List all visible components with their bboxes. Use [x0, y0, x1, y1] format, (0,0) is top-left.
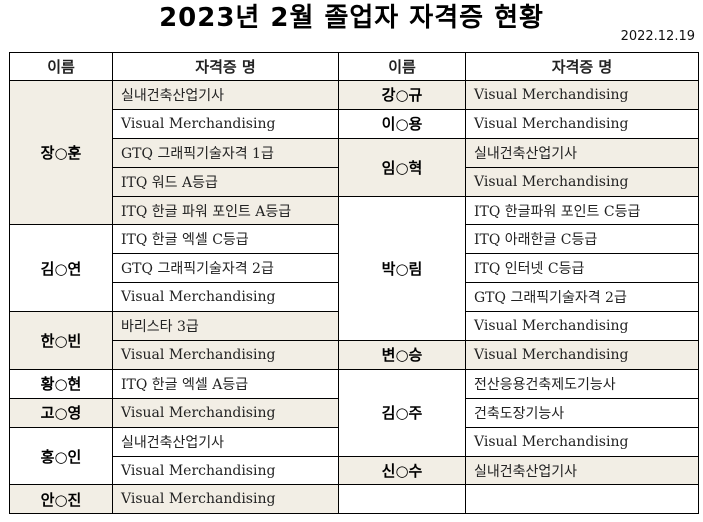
student-name: 안○진: [9, 484, 113, 515]
header-cert-right: 자격증 명: [465, 52, 699, 81]
table-row: 안○진 Visual Merchandising: [9, 484, 699, 515]
certificate-name: Visual Merchandising: [465, 80, 699, 110]
certificate-name: ITQ 한글 엑셀 C등급: [112, 224, 339, 255]
header-cert-left: 자격증 명: [112, 52, 339, 81]
certificate-name: ITQ 아래한글 C등급: [465, 224, 699, 255]
table-row: 김○연 ITQ 한글 엑셀 C등급 ITQ 아래한글 C등급: [9, 224, 699, 313]
table-row: Visual Merchandising 신○수 실내건축산업기사: [10, 455, 699, 486]
student-name: 김○주: [338, 368, 466, 457]
certificate-name: Visual Merchandising: [112, 455, 339, 486]
certificate-name: 건축도장기능사: [465, 397, 699, 428]
student-name: 신○수: [338, 455, 466, 486]
certificate-name: Visual Merchandising: [112, 340, 339, 370]
document-date: 2022.12.19: [620, 29, 695, 44]
student-name: 임○혁: [338, 137, 466, 197]
certificate-name: GTQ 그래픽기술자격 1급: [112, 137, 339, 168]
student-name: [338, 484, 466, 515]
table-row: Visual Merchandising 변○승 Visual Merchandis…: [10, 340, 699, 370]
header-row: 이름 자격증 명 이름 자격증 명: [9, 52, 699, 81]
table-row: Visual Merchandising GTQ 그래픽기술자격 2급: [10, 282, 699, 313]
student-name: 변○승: [338, 340, 466, 370]
certificate-name: Visual Merchandising: [465, 311, 699, 342]
certificate-name: Visual Merchandising: [465, 426, 699, 457]
certificate-name: Visual Merchandising: [465, 340, 699, 370]
certificate-name: 실내건축산업기사: [465, 137, 699, 168]
table-row: 황○현 ITQ 한글 엑셀 A등급 김○주 전산응용건축제도기능사: [9, 368, 699, 457]
table-row: 고○영 Visual Merchandising 건축도장기능사: [9, 397, 699, 428]
certificate-name: 바리스타 3급: [112, 311, 339, 342]
table-row: 장○훈 실내건축산업기사 강○규 Visual Merchandising: [9, 79, 699, 226]
certificate-name: GTQ 그래픽기술자격 2급: [112, 253, 339, 284]
document-title: 2023년 2월 졸업자 자격증 현황: [159, 3, 544, 33]
student-name: 강○규: [338, 80, 466, 110]
table-row: ITQ 워드 A등급 Visual Merchandising: [10, 166, 699, 197]
student-name: 김○연: [9, 224, 113, 313]
table-row: Visual Merchandising 이○용 Visual Merchandis…: [10, 108, 699, 139]
student-name: 한○빈: [9, 311, 113, 370]
certificate-name: 실내건축산업기사: [112, 80, 339, 110]
certificate-name: ITQ 워드 A등급: [112, 166, 339, 197]
header-name-left: 이름: [9, 52, 113, 81]
certificate-name: ITQ 한글 엑셀 A등급: [112, 368, 339, 399]
certificate-name: Visual Merchandising: [112, 484, 339, 515]
certificate-name: 실내건축산업기사: [112, 426, 339, 457]
table-row: GTQ 그래픽기술자격 2급 ITQ 인터넷 C등급: [10, 253, 699, 284]
certificate-name: ITQ 한글 파워 포인트 A등급: [112, 195, 339, 226]
certificate-name: Visual Merchandising: [112, 108, 339, 139]
table-row: ITQ 한글 파워 포인트 A등급 박○림 ITQ 한글파워 포인트 C등급: [10, 195, 699, 342]
student-name: 황○현: [9, 368, 113, 399]
certificate-name: ITQ 인터넷 C등급: [465, 253, 699, 284]
header-name-right: 이름: [338, 52, 466, 81]
certificate-name: GTQ 그래픽기술자격 2급: [465, 282, 699, 313]
certificate-name: Visual Merchandising: [465, 108, 699, 139]
student-name: 홍○인: [9, 426, 113, 486]
certificate-name: Visual Merchandising: [112, 397, 339, 428]
certificate-name: ITQ 한글파워 포인트 C등급: [465, 195, 699, 226]
table-row: GTQ 그래픽기술자격 1급 임○혁 실내건축산업기사: [10, 137, 699, 197]
table-row: 홍○인 실내건축산업기사 Visual Merchandising: [9, 426, 699, 486]
certificate-name: 전산응용건축제도기능사: [465, 368, 699, 399]
certificate-name: 실내건축산업기사: [465, 455, 699, 486]
certificate-name: Visual Merchandising: [465, 166, 699, 197]
certificate-table: 이름 자격증 명 이름 자격증 명 장○훈 실내건축산업기사 강○규 Visual M…: [9, 52, 699, 515]
student-name: 장○훈: [9, 79, 113, 226]
table-row: 한○빈 바리스타 3급 Visual Merchandising: [9, 311, 699, 370]
student-name: 박○림: [338, 195, 466, 342]
certificate-name: [465, 484, 699, 515]
certificate-name: Visual Merchandising: [112, 282, 339, 313]
student-name: 이○용: [338, 108, 466, 139]
student-name: 고○영: [9, 397, 113, 428]
